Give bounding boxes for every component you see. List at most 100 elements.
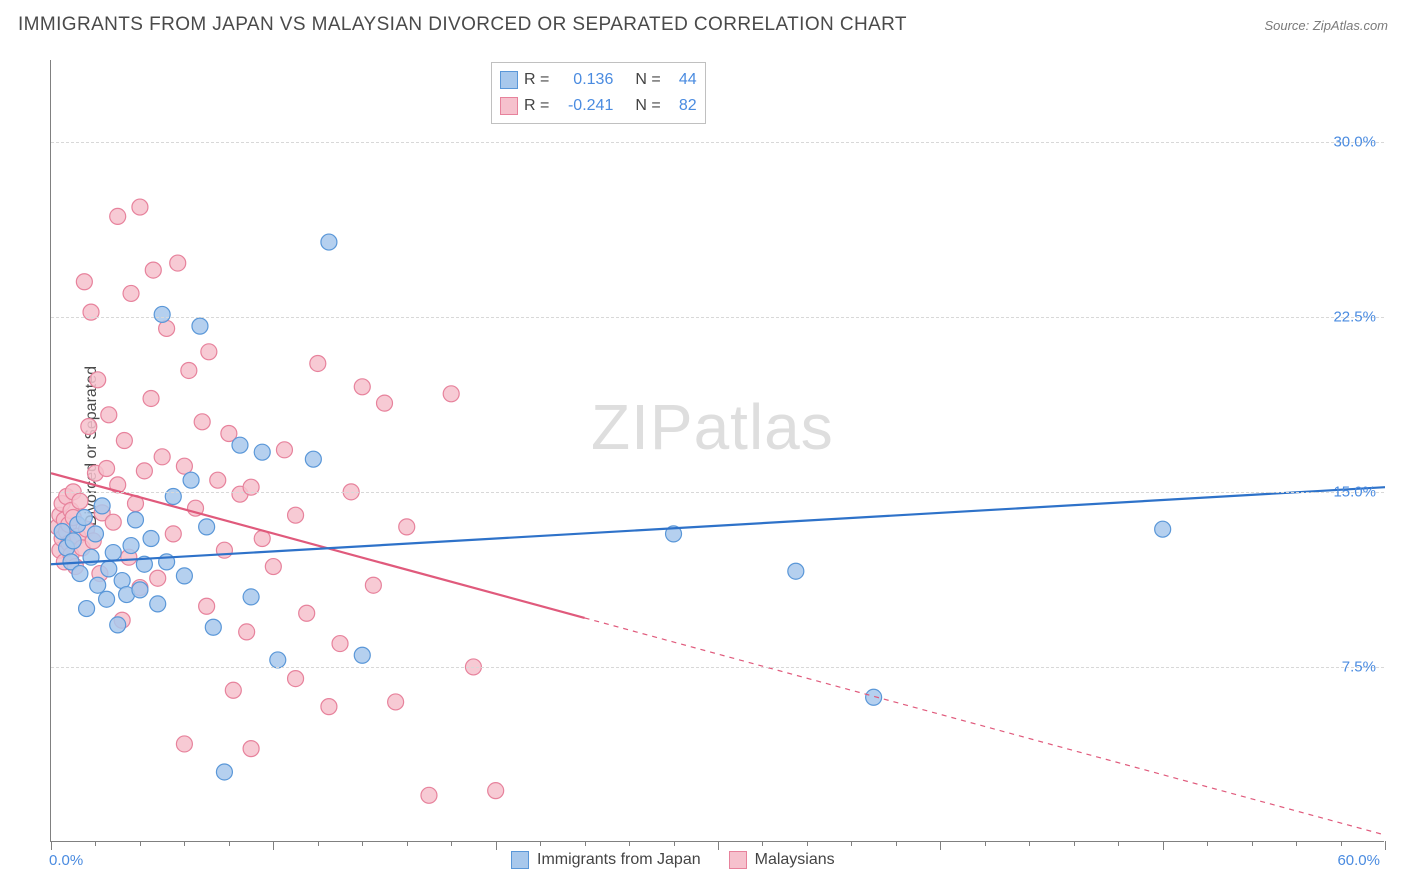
- scatter-point: [365, 577, 381, 593]
- bottom-swatch-2: [729, 851, 747, 869]
- scatter-point: [123, 538, 139, 554]
- legend-row-series-1: R = 0.136 N = 44: [500, 67, 697, 93]
- y-tick-label: 30.0%: [1333, 133, 1376, 150]
- x-tick-mark: [273, 841, 274, 850]
- scatter-point: [154, 449, 170, 465]
- scatter-point: [154, 306, 170, 322]
- chart-header: IMMIGRANTS FROM JAPAN VS MALAYSIAN DIVOR…: [18, 14, 1388, 36]
- scatter-point: [270, 652, 286, 668]
- scatter-point: [145, 262, 161, 278]
- scatter-point: [216, 764, 232, 780]
- scatter-point: [299, 605, 315, 621]
- x-tick-mark: [1074, 841, 1075, 846]
- scatter-point: [101, 561, 117, 577]
- r-label-1: R =: [524, 71, 549, 89]
- scatter-point: [232, 437, 248, 453]
- scatter-point: [788, 563, 804, 579]
- scatter-point: [76, 274, 92, 290]
- scatter-point: [72, 566, 88, 582]
- x-tick-mark: [229, 841, 230, 846]
- scatter-point: [866, 689, 882, 705]
- x-tick-mark: [1207, 841, 1208, 846]
- scatter-point: [110, 208, 126, 224]
- scatter-point: [105, 514, 121, 530]
- scatter-point: [132, 582, 148, 598]
- x-tick-mark: [184, 841, 185, 846]
- scatter-point: [310, 355, 326, 371]
- scatter-point: [205, 619, 221, 635]
- scatter-point: [243, 741, 259, 757]
- scatter-point: [116, 432, 132, 448]
- x-tick-mark: [940, 841, 941, 850]
- n-label-2: N =: [635, 97, 660, 115]
- scatter-point: [101, 407, 117, 423]
- scatter-point: [123, 285, 139, 301]
- grid-line: [51, 492, 1384, 493]
- scatter-point: [183, 472, 199, 488]
- scatter-plot-svg: [51, 60, 1385, 842]
- scatter-point: [421, 787, 437, 803]
- scatter-point: [216, 542, 232, 558]
- x-tick-mark: [896, 841, 897, 846]
- grid-line: [51, 142, 1384, 143]
- scatter-point: [94, 498, 110, 514]
- scatter-point: [176, 736, 192, 752]
- x-tick-mark: [1296, 841, 1297, 846]
- scatter-point: [199, 598, 215, 614]
- x-tick-mark: [540, 841, 541, 846]
- x-tick-mark: [585, 841, 586, 846]
- trend-line: [51, 487, 1385, 564]
- y-tick-label: 22.5%: [1333, 308, 1376, 325]
- scatter-point: [110, 617, 126, 633]
- scatter-point: [399, 519, 415, 535]
- n-value-2: 82: [667, 97, 697, 115]
- scatter-point: [225, 682, 241, 698]
- scatter-point: [81, 418, 97, 434]
- scatter-point: [201, 344, 217, 360]
- scatter-point: [105, 545, 121, 561]
- scatter-point: [143, 390, 159, 406]
- scatter-point: [321, 234, 337, 250]
- scatter-point: [132, 199, 148, 215]
- x-tick-label-min: 0.0%: [49, 852, 83, 869]
- x-tick-mark: [1118, 841, 1119, 846]
- scatter-point: [150, 570, 166, 586]
- x-tick-mark: [451, 841, 452, 846]
- scatter-point: [388, 694, 404, 710]
- correlation-legend-box: R = 0.136 N = 44 R = -0.241 N = 82: [491, 62, 706, 124]
- scatter-point: [165, 526, 181, 542]
- scatter-point: [76, 510, 92, 526]
- x-tick-label-max: 60.0%: [1337, 852, 1380, 869]
- x-tick-mark: [718, 841, 719, 850]
- bottom-legend-label-1: Immigrants from Japan: [537, 851, 701, 869]
- y-tick-label: 15.0%: [1333, 483, 1376, 500]
- x-tick-mark: [762, 841, 763, 846]
- x-tick-mark: [1029, 841, 1030, 846]
- x-tick-mark: [318, 841, 319, 846]
- scatter-point: [305, 451, 321, 467]
- scatter-point: [254, 444, 270, 460]
- grid-line: [51, 667, 1384, 668]
- legend-row-series-2: R = -0.241 N = 82: [500, 93, 697, 119]
- x-tick-mark: [629, 841, 630, 846]
- scatter-point: [288, 507, 304, 523]
- scatter-point: [194, 414, 210, 430]
- scatter-point: [176, 568, 192, 584]
- chart-plot-area: ZIPatlas R = 0.136 N = 44 R = -0.241 N =…: [50, 60, 1384, 842]
- x-tick-mark: [807, 841, 808, 846]
- scatter-point: [90, 372, 106, 388]
- x-tick-mark: [851, 841, 852, 846]
- x-tick-mark: [140, 841, 141, 846]
- scatter-point: [443, 386, 459, 402]
- r-value-2: -0.241: [555, 97, 613, 115]
- x-tick-mark: [1163, 841, 1164, 850]
- bottom-legend-item-1: Immigrants from Japan: [511, 851, 701, 869]
- x-tick-mark: [51, 841, 52, 850]
- scatter-point: [150, 596, 166, 612]
- scatter-point: [239, 624, 255, 640]
- scatter-point: [488, 783, 504, 799]
- x-tick-mark: [985, 841, 986, 846]
- scatter-point: [72, 493, 88, 509]
- scatter-point: [87, 526, 103, 542]
- r-label-2: R =: [524, 97, 549, 115]
